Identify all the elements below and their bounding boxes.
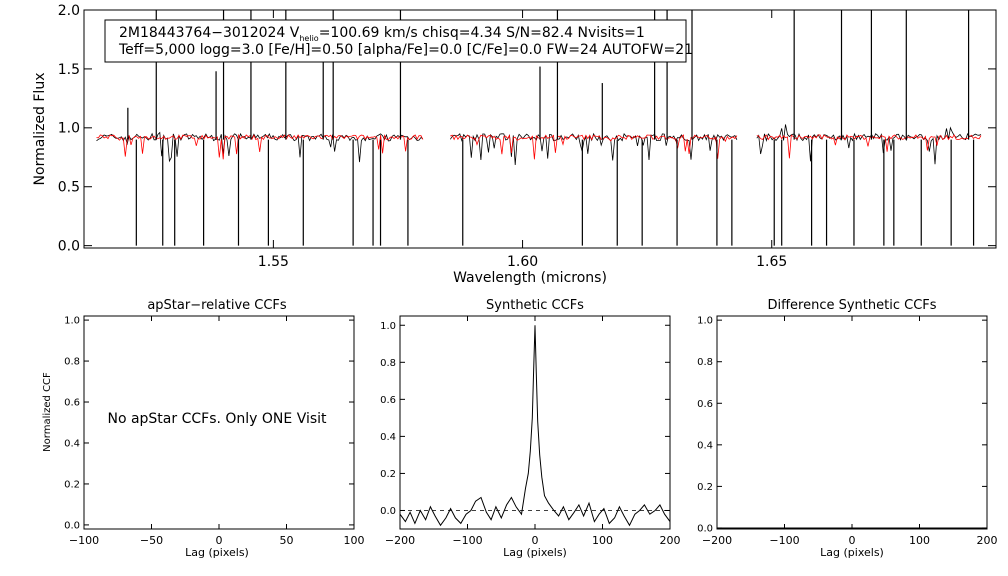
apstar-ccf-panel: −100 −50 0 50 100 0.0 0.2 0.4 0.6 0.8 1.0 apStar−r… xyxy=(42,298,365,559)
y-tick-label: 0.0 xyxy=(58,239,80,255)
spectrum-plot-frame xyxy=(83,9,997,249)
y-tick-label: 1.0 xyxy=(64,316,80,327)
y-tick-label: 0.6 xyxy=(64,398,80,409)
difference-ccf-axis-ticks: −200 −100 0 100 200 0.0 0.2 0.4 0.6 0.8 1.0 xyxy=(697,316,997,547)
y-tick-label: 0.8 xyxy=(697,357,713,368)
y-tick-label: 0.2 xyxy=(697,482,713,493)
annotation-line-1: 2M18443764−3012024 Vhelio=100.69 km/s ch… xyxy=(119,25,645,43)
x-tick-label: −100 xyxy=(452,534,482,547)
annotation-line1-rest: =100.69 km/s chisq=4.34 S/N=82.4 Nvisits… xyxy=(319,25,645,41)
observed-spectrum-chip-1 xyxy=(96,131,424,163)
x-tick-label: 100 xyxy=(909,534,930,547)
spectrum-axis-ticks: 1.55 1.60 1.65 0.0 0.5 1.0 1.5 2.0 xyxy=(58,3,996,270)
y-tick-label: 0.4 xyxy=(697,440,713,451)
x-tick-label: 1.65 xyxy=(756,254,787,270)
y-tick-label: 0.0 xyxy=(64,520,80,531)
y-tick-label: 0.8 xyxy=(380,358,396,369)
observed-spectrum-chip-2 xyxy=(449,132,738,166)
observed-spectrum-series xyxy=(96,124,982,166)
x-tick-label: 100 xyxy=(344,534,365,547)
y-tick-label: 0.5 xyxy=(58,180,80,196)
y-tick-label: 1.5 xyxy=(58,62,80,78)
x-tick-label: 100 xyxy=(592,534,613,547)
apstar-ccf-x-axis-label: Lag (pixels) xyxy=(185,546,249,559)
synthetic-ccf-axis-ticks: −200 −100 0 100 200 0.0 0.2 0.4 0.6 0.8 1.0 xyxy=(380,316,681,547)
y-tick-label: 0.2 xyxy=(380,469,396,480)
spectrum-feature-lines xyxy=(127,10,975,246)
annotation-frame xyxy=(104,19,687,63)
model-spectrum-chip-3 xyxy=(756,134,982,159)
x-tick-label: −100 xyxy=(769,534,799,547)
synthetic-ccf-title: Synthetic CCFs xyxy=(486,298,584,313)
x-tick-label: 200 xyxy=(977,534,998,547)
y-tick-label: 0.6 xyxy=(380,395,396,406)
x-tick-label: 0 xyxy=(849,534,856,547)
spectrum-annotation-box: 2M18443764−3012024 Vhelio=100.69 km/s ch… xyxy=(104,19,693,63)
model-spectrum-chip-2 xyxy=(450,134,738,160)
synthetic-ccf-series xyxy=(399,325,671,527)
x-tick-label: 1.55 xyxy=(258,254,289,270)
y-tick-label: 0.6 xyxy=(697,399,713,410)
annotation-line-2: Teff=5,000 logg=3.0 [Fe/H]=0.50 [alpha/F… xyxy=(118,42,693,58)
annotation-helio-subscript: helio xyxy=(299,34,318,43)
x-tick-label: −50 xyxy=(140,534,163,547)
y-tick-label: 0.4 xyxy=(64,438,80,449)
x-tick-label: 50 xyxy=(280,534,294,547)
x-tick-label: −200 xyxy=(702,534,732,547)
x-tick-label: 0 xyxy=(216,534,223,547)
y-tick-label: 1.0 xyxy=(697,316,713,327)
spectrum-x-axis-label: Wavelength (microns) xyxy=(453,270,607,286)
y-tick-label: 1.0 xyxy=(380,321,396,332)
x-tick-label: 1.60 xyxy=(507,254,538,270)
y-tick-label: 0.2 xyxy=(64,479,80,490)
x-tick-label: −100 xyxy=(69,534,99,547)
no-ccf-message: No apStar CCFs. Only ONE Visit xyxy=(107,411,327,427)
apstar-ccf-axis-ticks: −100 −50 0 50 100 0.0 0.2 0.4 0.6 0.8 1.0 xyxy=(64,316,364,547)
synthetic-ccf-panel: −200 −100 0 100 200 0.0 0.2 0.4 0.6 0.8 1.0 Synthe… xyxy=(380,298,680,559)
y-tick-label: 1.0 xyxy=(58,121,80,137)
model-spectrum-chip-1 xyxy=(96,133,424,160)
y-tick-label: 0.4 xyxy=(380,432,396,443)
synthetic-ccf-frame xyxy=(399,315,671,530)
y-tick-label: 0.0 xyxy=(697,523,713,534)
x-tick-label: 200 xyxy=(660,534,681,547)
apstar-ccf-title: apStar−relative CCFs xyxy=(147,298,287,313)
difference-ccf-frame xyxy=(716,315,988,530)
synthetic-ccf-x-axis-label: Lag (pixels) xyxy=(503,546,567,559)
apstar-ccf-y-axis-label: Normalized CCF xyxy=(42,372,53,452)
difference-ccf-panel: −200 −100 0 100 200 0.0 0.2 0.4 0.6 0.8 1.0 Differ… xyxy=(697,298,997,559)
synthetic-ccf-line xyxy=(399,325,671,527)
spectrum-y-axis-label: Normalized Flux xyxy=(32,73,48,186)
annotation-line1-prefix: 2M18443764−3012024 V xyxy=(119,25,300,41)
y-tick-label: 2.0 xyxy=(58,3,80,19)
x-tick-label: 0 xyxy=(532,534,539,547)
difference-ccf-title: Difference Synthetic CCFs xyxy=(767,298,936,313)
difference-ccf-x-axis-label: Lag (pixels) xyxy=(820,546,884,559)
y-tick-label: 0.0 xyxy=(380,506,396,517)
spectrum-panel: 1.55 1.60 1.65 0.0 0.5 1.0 1.5 2.0 2M18443764−3… xyxy=(32,3,997,286)
y-tick-label: 0.8 xyxy=(64,357,80,368)
x-tick-label: −200 xyxy=(385,534,415,547)
